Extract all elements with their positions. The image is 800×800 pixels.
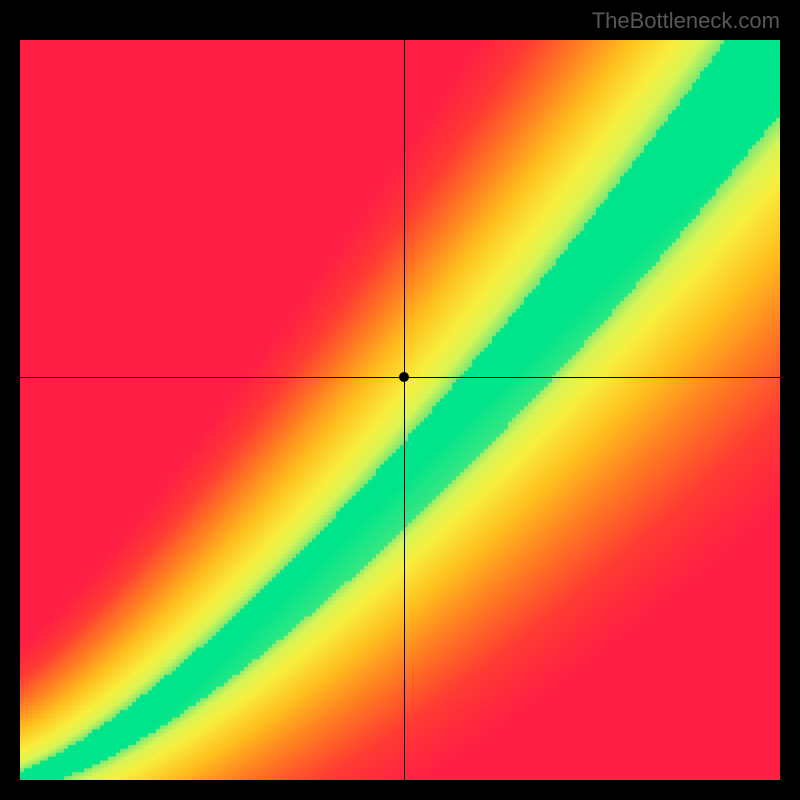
watermark-text: TheBottleneck.com xyxy=(592,8,780,34)
heatmap-plot xyxy=(20,40,780,780)
heatmap-canvas xyxy=(20,40,780,780)
